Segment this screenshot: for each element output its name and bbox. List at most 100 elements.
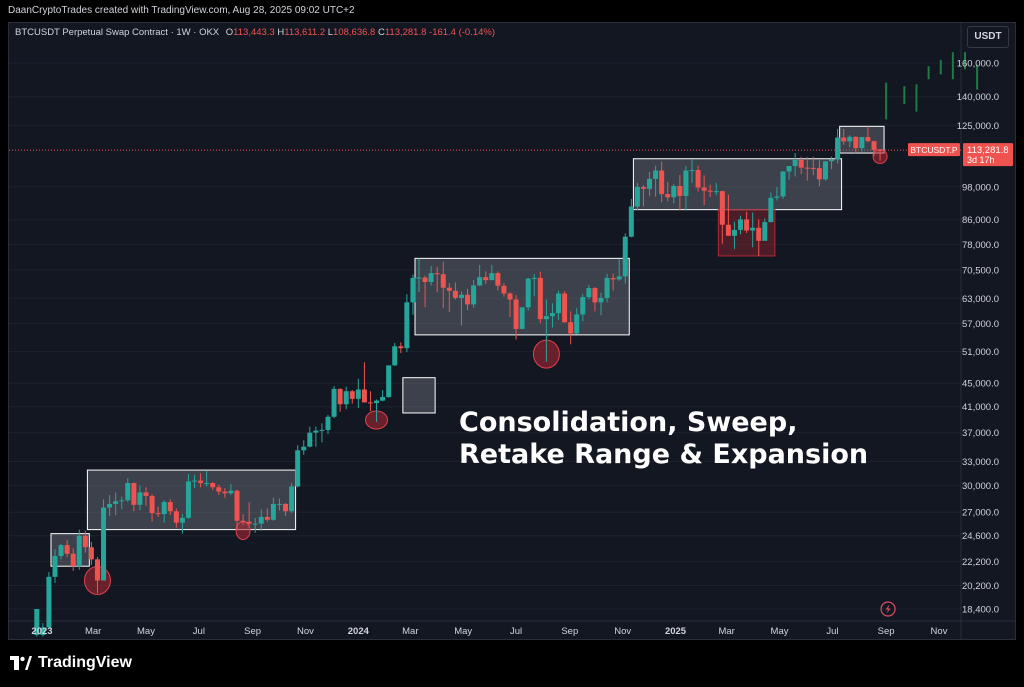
symbol-label: BTCUSDT Perpetual Swap Contract · 1W · O… [15, 27, 220, 38]
candle-body [234, 490, 240, 521]
tradingview-logo-icon [10, 656, 32, 670]
candle-body [677, 185, 683, 196]
price-tick-label: 78,000.0 [962, 240, 999, 251]
candle-body [101, 507, 107, 581]
time-tick-label: Sep [244, 626, 261, 637]
candle-body [319, 429, 325, 431]
candle-body [525, 278, 531, 308]
candle-body [64, 545, 70, 554]
candle-body [258, 516, 264, 524]
lightning-icon [880, 601, 896, 617]
time-tick-label: May [137, 626, 155, 637]
candle-body [829, 159, 835, 162]
candle-body [198, 480, 204, 484]
candle-body [671, 185, 677, 198]
candle-body [137, 492, 143, 505]
candle-body [331, 388, 337, 417]
symbol-tag-label: BTCUSDT.P [910, 145, 958, 155]
candle-body [471, 285, 477, 305]
candle-body [192, 480, 198, 482]
price-tick-label: 41,000.0 [962, 402, 999, 413]
tradingview-logo[interactable]: TradingView [10, 654, 132, 672]
candle-body [173, 511, 179, 523]
candle-body [786, 165, 792, 172]
candle-body [822, 161, 828, 180]
candle-body [568, 322, 574, 334]
candle-body [719, 191, 725, 225]
candle-body [283, 503, 289, 512]
high-label: H [277, 27, 285, 38]
low-label: L [327, 27, 334, 38]
candle-body [762, 222, 768, 241]
price-tick-label: 125,000.0 [957, 121, 999, 132]
candle-body [119, 500, 125, 502]
candle-body [410, 277, 416, 303]
tradingview-logo-text: TradingView [38, 654, 132, 671]
candle-body [361, 389, 367, 403]
candle-body [501, 285, 507, 294]
candle-body [665, 194, 671, 198]
ohlc-legend: BTCUSDT Perpetual Swap Contract · 1W · O… [15, 27, 495, 38]
candle-body [477, 277, 483, 286]
candle-body [519, 307, 525, 329]
candle-body [780, 171, 786, 197]
time-tick-label: Mar [85, 626, 101, 637]
candle-body [82, 535, 88, 548]
high-value: 113,611.2 [284, 27, 326, 38]
candle-body [853, 136, 859, 149]
time-tick-label: Nov [614, 626, 631, 637]
candle-body [465, 294, 471, 305]
price-chart[interactable]: 160,000.0 140,000.0 125,000.0 98,000.0 86,00… [9, 23, 1015, 639]
candle-body [713, 191, 719, 193]
attribution-text: DaanCryptoTrades created with TradingVie… [8, 5, 355, 16]
candle-body [143, 492, 149, 496]
candle-body [440, 274, 446, 288]
price-tick-label: 160,000.0 [957, 59, 999, 70]
candle-body [744, 219, 750, 231]
candle-body [701, 187, 707, 191]
candle-body [531, 277, 537, 279]
time-tick-label: Nov [931, 626, 948, 637]
candle-body [276, 503, 282, 505]
currency-button[interactable]: USDT [967, 26, 1009, 48]
candle-body [549, 313, 555, 317]
time-tick-label: Mar [718, 626, 734, 637]
candle-body [289, 486, 295, 512]
candle-body [252, 523, 258, 525]
candle-body [307, 432, 313, 447]
price-tag-countdown: 3d 17h [967, 155, 995, 165]
candle-body [367, 402, 373, 404]
candle-body [816, 168, 822, 180]
time-tick-label: Jul [826, 626, 838, 637]
candle-body [34, 609, 40, 635]
candle-body [240, 520, 246, 522]
candle-body [392, 346, 398, 366]
candle-body [586, 288, 592, 298]
candle-body [216, 487, 222, 492]
candle-body [264, 516, 270, 520]
candle-body [768, 197, 774, 223]
candle-body [155, 513, 161, 515]
candle-body [622, 236, 628, 277]
candle-body [513, 299, 519, 329]
candle-body [113, 501, 119, 504]
time-tick-label: May [771, 626, 789, 637]
candle-body [46, 576, 52, 628]
candle-body [185, 481, 191, 518]
candle-body [483, 277, 489, 281]
chart-panel[interactable]: 160,000.0 140,000.0 125,000.0 98,000.0 86,00… [8, 22, 1016, 640]
candle-body [107, 503, 113, 508]
candle-body [88, 547, 94, 560]
candle-body [556, 293, 562, 314]
low-value: 108,636.8 [333, 27, 376, 38]
price-tick-label: 24,600.0 [962, 531, 999, 542]
candle-body [592, 288, 598, 303]
candle-body [689, 170, 695, 172]
price-tick-label: 45,000.0 [962, 379, 999, 390]
change-value: -161.4 (-0.14%) [429, 27, 496, 38]
candle-body [94, 559, 100, 581]
candle-body [683, 170, 689, 196]
candle-body [325, 416, 331, 430]
close-label: C [377, 27, 385, 38]
time-tick-label: Jul [510, 626, 522, 637]
